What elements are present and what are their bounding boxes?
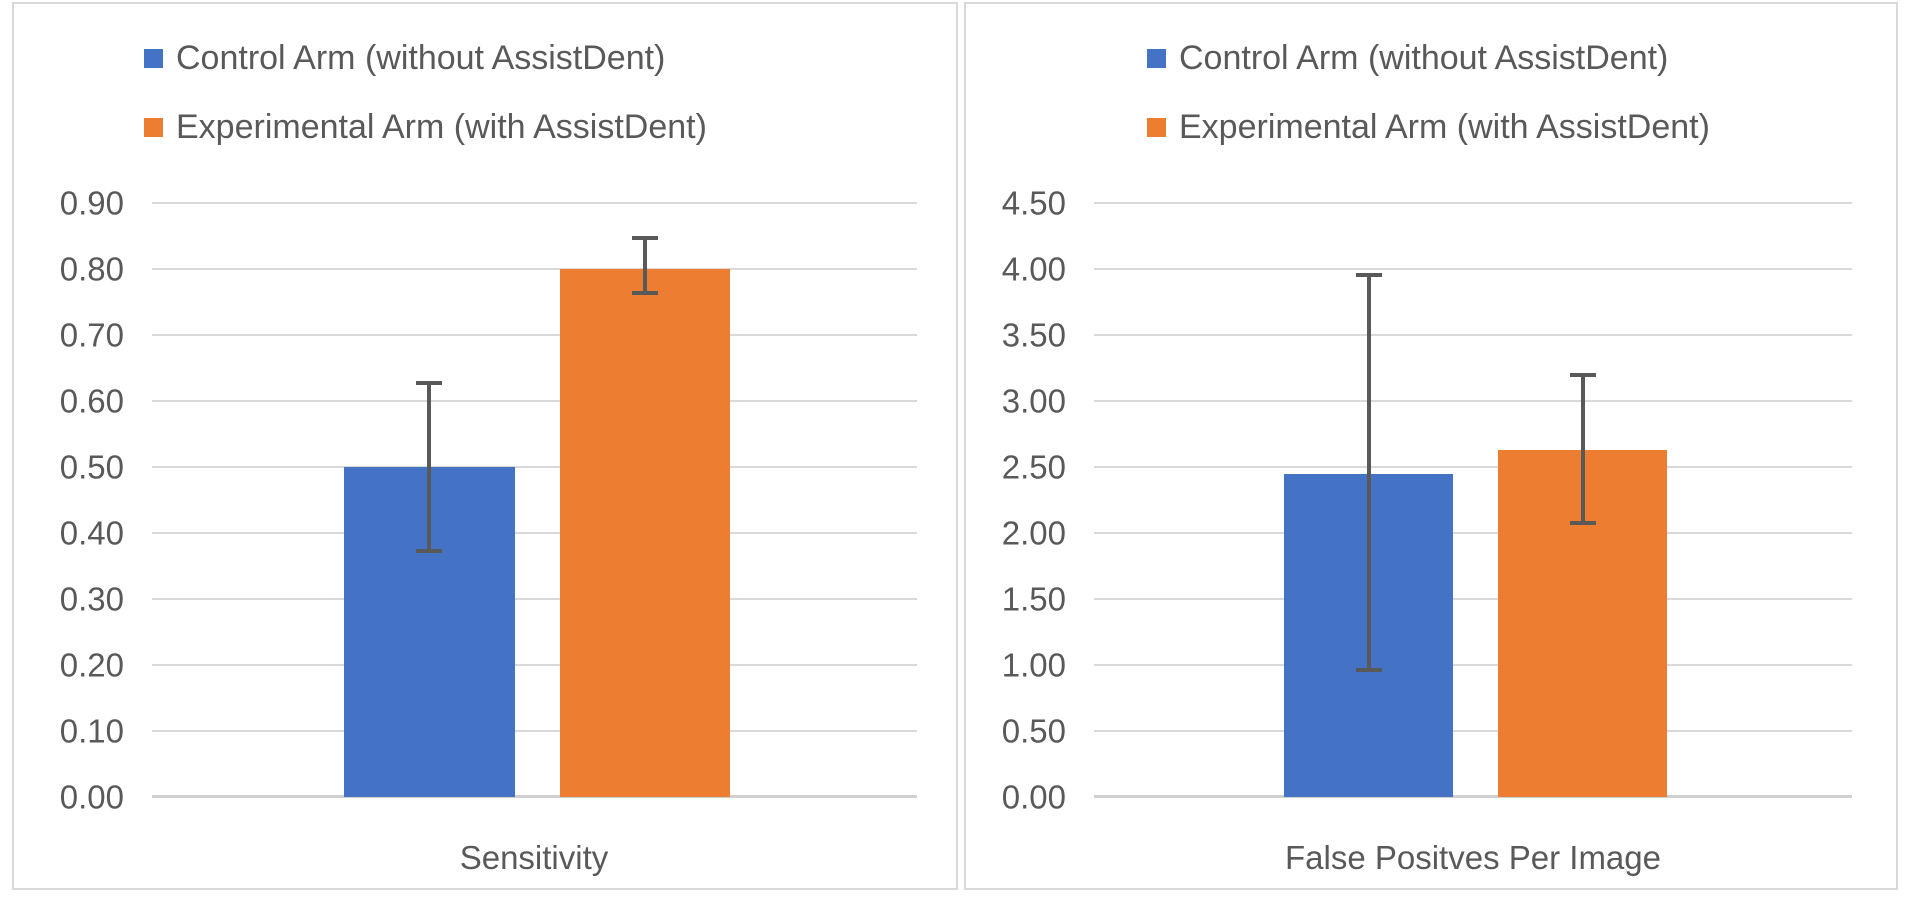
legend-label-control: Control Arm (without AssistDent) bbox=[1179, 39, 1669, 77]
error-bar-cap-top bbox=[1355, 272, 1382, 277]
y-axis-tick-label: 0.70 bbox=[59, 316, 124, 354]
gridline bbox=[152, 202, 917, 204]
legend-item-experimental: Experimental Arm (with AssistDent) bbox=[1147, 107, 1710, 147]
y-axis-tick-label: 0.20 bbox=[59, 646, 124, 684]
y-axis-tick-label: 0.60 bbox=[59, 382, 124, 420]
error-bar-cap-top bbox=[632, 235, 659, 240]
error-bar-line bbox=[1580, 373, 1585, 526]
x-axis-title-false-positives: False Positves Per Image bbox=[1285, 839, 1661, 876]
gridline bbox=[1094, 202, 1852, 204]
gridline bbox=[1094, 334, 1852, 336]
legend-item-control: Control Arm (without AssistDent) bbox=[144, 38, 707, 78]
legend-item-control: Control Arm (without AssistDent) bbox=[1147, 38, 1710, 78]
y-axis-tick-label: 0.10 bbox=[59, 712, 124, 750]
y-axis-tick-label: 1.00 bbox=[1001, 646, 1066, 684]
gridline bbox=[152, 598, 917, 600]
gridline bbox=[152, 466, 917, 468]
y-axis-tick-label: 2.50 bbox=[1001, 448, 1066, 486]
legend-label-experimental: Experimental Arm (with AssistDent) bbox=[176, 108, 707, 146]
legend-swatch-experimental bbox=[1147, 117, 1166, 137]
y-axis-tick-label: 0.90 bbox=[59, 184, 124, 222]
bar-experimental bbox=[559, 269, 731, 797]
x-axis-line bbox=[152, 795, 917, 798]
y-axis-tick-label: 2.00 bbox=[1001, 514, 1066, 552]
chart-panel-false-positives: Control Arm (without AssistDent) Experim… bbox=[964, 2, 1898, 890]
plot-area-false-positives: 0.00 0.50 1.00 1.50 2.00 2.50 3.00 3.50 4.00 4.50 bbox=[1002, 187, 1852, 814]
error-bar-experimental bbox=[632, 235, 659, 296]
error-bar-cap-top bbox=[1569, 373, 1596, 378]
y-axis-tick-label: 4.50 bbox=[1001, 184, 1066, 222]
y-axis-tick-label: 0.50 bbox=[1001, 712, 1066, 750]
gridline bbox=[1094, 466, 1852, 468]
legend-swatch-control bbox=[144, 48, 163, 68]
y-axis-tick-label: 0.40 bbox=[59, 514, 124, 552]
error-bar-cap-bottom bbox=[632, 291, 659, 296]
y-axis-tick-label: 0.00 bbox=[1001, 778, 1066, 816]
legend-item-experimental: Experimental Arm (with AssistDent) bbox=[144, 107, 707, 147]
legend: Control Arm (without AssistDent) Experim… bbox=[1147, 38, 1710, 147]
gridline bbox=[1094, 268, 1852, 271]
gridline bbox=[152, 334, 917, 336]
y-axis-tick-label: 0.50 bbox=[59, 448, 124, 486]
y-axis-tick-label: 0.30 bbox=[59, 580, 124, 618]
error-bar-experimental bbox=[1569, 373, 1596, 526]
y-axis-tick-label: 3.50 bbox=[1001, 316, 1066, 354]
error-bar-control bbox=[1355, 272, 1382, 672]
error-bar-cap-bottom bbox=[416, 548, 443, 553]
gridline bbox=[1094, 730, 1852, 733]
error-bar-line bbox=[643, 235, 648, 296]
gridline bbox=[1094, 598, 1852, 600]
y-axis-tick-label: 4.00 bbox=[1001, 250, 1066, 288]
gridline bbox=[1094, 400, 1852, 402]
plot-area-sensitivity: 0.00 0.10 0.20 0.30 0.40 0.50 0.60 0.70 0.80 0.90 bbox=[60, 187, 917, 814]
legend-swatch-control bbox=[1147, 48, 1166, 68]
error-bar-control bbox=[416, 381, 443, 553]
legend-label-experimental: Experimental Arm (with AssistDent) bbox=[1179, 108, 1710, 146]
error-bar-cap-bottom bbox=[1355, 667, 1382, 672]
y-axis-tick-label: 3.00 bbox=[1001, 382, 1066, 420]
gridline bbox=[1094, 532, 1852, 535]
error-bar-line bbox=[1366, 272, 1371, 672]
gridline bbox=[152, 268, 917, 271]
x-axis-title-sensitivity: Sensitivity bbox=[459, 839, 609, 876]
legend: Control Arm (without AssistDent) Experim… bbox=[144, 38, 707, 147]
legend-label-control: Control Arm (without AssistDent) bbox=[176, 39, 666, 77]
error-bar-cap-bottom bbox=[1569, 521, 1596, 526]
gridline bbox=[152, 400, 917, 402]
y-axis-tick-label: 0.00 bbox=[59, 778, 124, 816]
gridline bbox=[1094, 664, 1852, 667]
gridline bbox=[152, 532, 917, 535]
gridline bbox=[152, 730, 917, 733]
error-bar-line bbox=[427, 381, 432, 553]
error-bar-cap-top bbox=[416, 381, 443, 386]
chart-panel-sensitivity: Control Arm (without AssistDent) Experim… bbox=[12, 2, 958, 890]
gridline bbox=[152, 664, 917, 667]
y-axis-tick-label: 0.80 bbox=[59, 250, 124, 288]
y-axis-tick-label: 1.50 bbox=[1001, 580, 1066, 618]
x-axis-line bbox=[1094, 795, 1852, 798]
legend-swatch-experimental bbox=[144, 117, 163, 137]
